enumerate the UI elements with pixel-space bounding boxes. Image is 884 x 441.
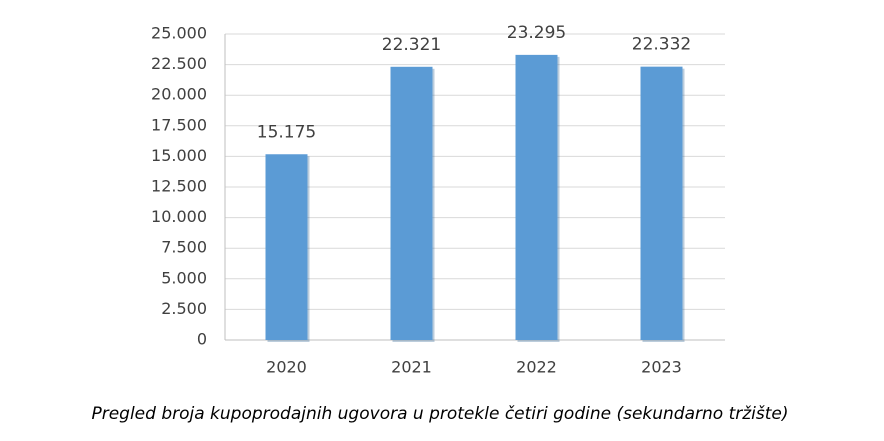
x-tick-label: 2020	[266, 358, 307, 377]
y-tick-label: 22.500	[151, 54, 207, 73]
bar	[390, 66, 433, 341]
y-tick-label: 17.500	[151, 115, 207, 134]
bar	[265, 154, 308, 340]
bar	[640, 66, 683, 341]
y-tick-label: 7.500	[161, 238, 207, 257]
value-label: 23.295	[507, 23, 566, 43]
y-tick-label: 15.000	[151, 146, 207, 165]
value-label: 22.332	[632, 35, 691, 55]
y-tick-label: 25.000	[151, 24, 207, 43]
y-tick-label: 12.500	[151, 177, 207, 196]
value-label: 15.175	[257, 122, 316, 142]
x-tick-label: 2021	[391, 358, 432, 377]
y-tick-label: 2.500	[161, 299, 207, 318]
y-tick-label: 20.000	[151, 85, 207, 104]
bar	[515, 54, 558, 340]
x-tick-label: 2023	[641, 358, 682, 377]
y-tick-label: 5.000	[161, 268, 207, 287]
y-tick-label: 0	[197, 330, 207, 349]
x-tick-label: 2022	[516, 358, 557, 377]
y-tick-label: 10.000	[151, 207, 207, 226]
value-label: 22.321	[382, 35, 441, 55]
chart-caption: Pregled broja kupoprodajnih ugovora u pr…	[91, 404, 788, 424]
